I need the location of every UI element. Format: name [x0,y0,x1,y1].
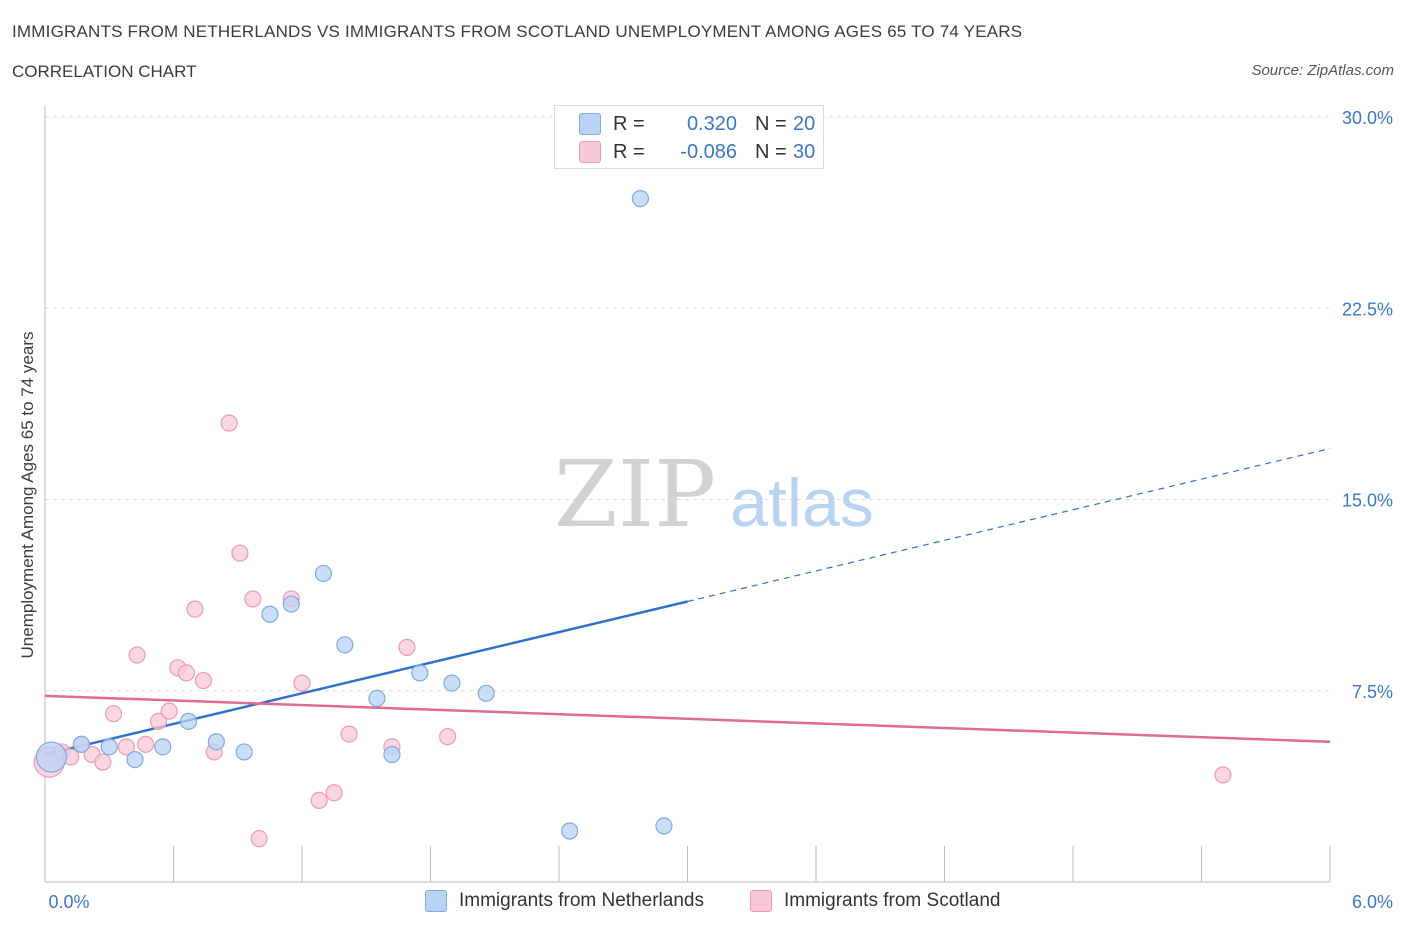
watermark-atlas: atlas [730,465,874,541]
scotland-point [325,784,343,802]
bottom-legend-label-scotland: Immigrants from Scotland [784,890,1001,911]
legend-n-value: 20 [793,112,816,135]
scotland-trend-line [44,694,1331,743]
source-label: Source: ZipAtlas.com [1251,62,1394,79]
bottom-legend-netherlands: Immigrants from Netherlands [425,890,704,912]
y-tick-label: 7.5% [1352,682,1393,702]
watermark: ZIP atlas [554,441,874,548]
netherlands-point [154,738,172,756]
x-tick-label: 6.0% [1352,892,1393,912]
y-tick-label: 22.5% [1342,299,1393,319]
netherlands-point [235,743,253,761]
scotland-point [128,646,146,664]
netherlands-trend-line [44,600,688,756]
netherlands-point [368,689,386,708]
tick-label-layer: 7.5% 15.0% 22.5% 30.0% 0.0% 6.0% [48,108,1393,912]
bottom-legend-swatch-scotland [750,890,772,912]
scotland-point [250,830,268,848]
netherlands-point [631,190,649,208]
scotland-point [186,600,204,618]
netherlands-point [336,636,354,654]
legend-swatch-scotland [579,141,601,163]
netherlands-point [207,733,225,751]
scotland-point [293,674,311,692]
bottom-legend-swatch-netherlands [425,890,447,912]
legend-n-label: N = [755,112,787,135]
scotland-point [137,735,155,753]
legend-r-label: R = [613,112,645,135]
scotland-point [177,664,195,682]
legend-swatch-netherlands [579,113,601,135]
chart-subtitle: CORRELATION CHART [12,62,197,81]
watermark-zip: ZIP [554,441,716,548]
scotland-point [104,705,123,723]
scotland-point [398,638,416,657]
scotland-point [194,671,213,690]
legend-n-value: 30 [793,140,816,163]
netherlands-point [126,750,144,769]
netherlands-point [443,674,461,692]
legend-r-label: R = [613,140,645,163]
netherlands-point [282,595,300,613]
legend-row-scotland: R = -0.086 N = 30 [579,139,815,165]
netherlands-point [655,817,673,835]
netherlands-point [411,664,429,682]
netherlands-point [383,745,401,764]
legend-r-value: 0.320 [686,112,737,135]
scotland-point [1214,766,1232,784]
netherlands-point [261,605,279,623]
legend-n-label: N = [755,140,787,163]
x-tick-label: 0.0% [48,892,89,912]
grid-layer [45,116,1330,692]
points-layer [33,190,1232,848]
bottom-legend-label-netherlands: Immigrants from Netherlands [459,890,704,911]
netherlands-point [179,712,198,730]
trend-layer [44,447,1331,756]
netherlands-point [100,738,118,756]
y-tick-label: 15.0% [1342,491,1393,511]
bottom-legend-scotland: Immigrants from Scotland [750,890,1000,912]
scotland-point [149,712,168,730]
scotland-point [231,544,249,562]
netherlands-point [72,735,91,753]
legend-r-value: -0.086 [680,140,737,163]
scotland-point [117,738,135,756]
netherlands-point [314,564,333,583]
netherlands-point [477,684,495,702]
netherlands-point [561,822,579,840]
scotland-point [340,725,358,743]
stats-legend: R = 0.320 N = 20 R = -0.086 N = 30 [554,105,824,169]
netherlands-trend-extension [687,447,1331,603]
netherlands-point [35,741,68,773]
scotland-point [220,414,238,432]
scotland-point [160,702,178,720]
scotland-point [439,728,457,746]
chart-title: IMMIGRANTS FROM NETHERLANDS VS IMMIGRANT… [12,22,1023,41]
scotland-point [310,791,328,810]
scotland-point [94,753,112,771]
scotland-point [244,590,262,608]
legend-row-netherlands: R = 0.320 N = 20 [579,111,815,137]
y-tick-label: 30.0% [1342,108,1393,128]
